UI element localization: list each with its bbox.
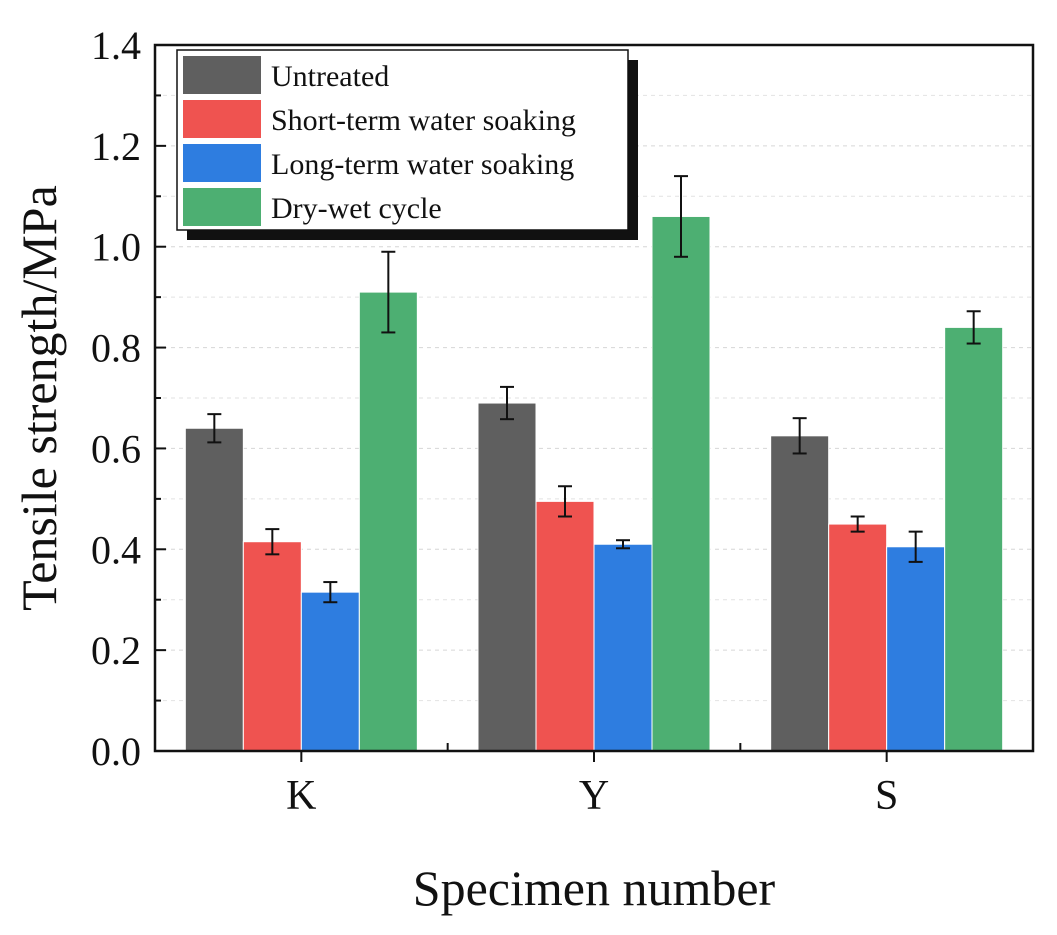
legend: Untreated Short-term water soaking Long-te… bbox=[176, 49, 638, 240]
bar bbox=[242, 541, 302, 752]
bar bbox=[651, 215, 711, 752]
y-tick-label: 1.2 bbox=[91, 124, 141, 169]
bars bbox=[184, 215, 1004, 752]
bar bbox=[477, 402, 537, 752]
y-tick-label: 0.0 bbox=[91, 729, 141, 774]
y-tick-label: 0.4 bbox=[91, 527, 141, 572]
legend-swatch bbox=[183, 100, 261, 138]
legend-swatch bbox=[183, 188, 261, 226]
y-axis-label: Tensile strength/MPa bbox=[11, 185, 67, 611]
bar bbox=[944, 326, 1004, 752]
bar bbox=[770, 435, 830, 752]
bar bbox=[828, 523, 888, 752]
bar bbox=[358, 291, 418, 752]
bar bbox=[886, 546, 946, 752]
bar bbox=[535, 500, 595, 752]
legend-label: Dry-wet cycle bbox=[271, 192, 442, 225]
y-tick-label: 1.0 bbox=[91, 225, 141, 270]
x-tick-label: Y bbox=[579, 773, 609, 819]
y-tick-label: 0.2 bbox=[91, 628, 141, 673]
y-tick-label: 0.8 bbox=[91, 326, 141, 371]
legend-swatch bbox=[183, 56, 261, 94]
bar bbox=[184, 427, 244, 752]
y-tick-label: 0.6 bbox=[91, 426, 141, 471]
axes: 0.0 0.2 0.4 0.6 0.8 1.0 1.2 1.4 K Y S bbox=[91, 23, 898, 819]
bar bbox=[300, 591, 360, 752]
x-tick-label: K bbox=[286, 773, 316, 819]
legend-label: Untreated bbox=[271, 60, 389, 93]
x-tick-label: S bbox=[875, 773, 898, 819]
legend-swatch bbox=[183, 144, 261, 182]
error-bars bbox=[207, 175, 981, 604]
y-tick-label: 1.4 bbox=[91, 23, 141, 68]
x-axis-label: Specimen number bbox=[413, 860, 776, 916]
legend-label: Short-term water soaking bbox=[271, 104, 576, 137]
bar bbox=[593, 543, 653, 752]
legend-label: Long-term water soaking bbox=[271, 148, 574, 181]
